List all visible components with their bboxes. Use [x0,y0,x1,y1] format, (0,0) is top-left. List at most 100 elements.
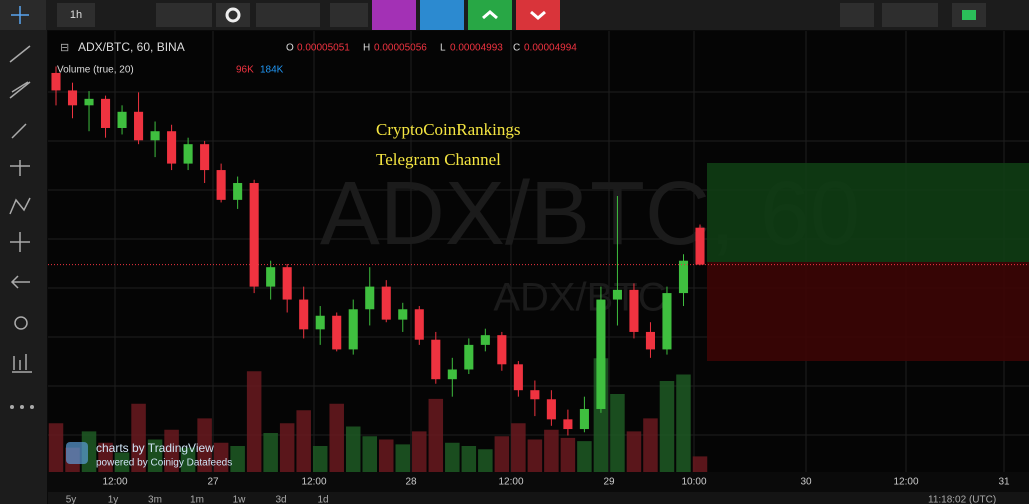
candles [48,66,1029,436]
volume-bar [544,429,559,472]
range-button[interactable]: 1y [108,495,119,504]
candle-body [645,331,656,350]
candle-body [513,364,523,391]
symbol[interactable]: ADX/BTC, 60, BINA [78,40,185,54]
sell-button[interactable] [516,0,560,30]
top-toolbar [0,0,1029,30]
volume-bar [626,431,642,472]
candle-body [117,111,127,128]
range-button[interactable]: 1m [190,495,204,504]
volume-bar [180,447,196,472]
more-dots[interactable] [10,405,34,409]
range-button[interactable]: 1w [233,495,247,504]
buy-button[interactable] [468,0,512,30]
volume-bar [511,423,526,472]
chart-style-button[interactable] [156,3,212,27]
settings-icon [225,7,241,23]
interval: 1h [70,9,82,21]
volume-bar [114,452,130,472]
ohlc-label: H [363,43,370,54]
fullscreen-button[interactable] [840,3,874,27]
volume-bar [131,403,146,472]
candle-body [249,183,259,287]
candle-body [497,335,507,365]
volume-bar [527,439,543,472]
candle-body [596,299,606,409]
volume-bar [395,444,411,472]
collapse[interactable]: ⊟ [60,42,69,54]
candle-body [480,335,490,345]
candle-body [414,309,424,340]
x-tick-label: 30 [800,477,812,488]
volume-bar [676,374,691,472]
range-button[interactable]: 1d [317,495,328,504]
candle-body [612,289,622,300]
crosshair-icon [11,6,29,24]
range-button[interactable]: 5y [66,495,77,504]
long-position-target[interactable] [707,163,1029,262]
cube-button[interactable] [372,0,416,30]
ohlc-label: C [513,43,520,54]
settings-button[interactable] [216,3,250,27]
volume-value: 96K [236,65,254,76]
candle-body [678,260,689,294]
drawing-tools[interactable] [9,45,32,373]
ohlc-value: 0.00005056 [374,43,427,54]
volume-bar [659,381,675,472]
interval-button[interactable] [57,3,95,27]
candle-body [431,339,441,380]
candle-body [398,309,408,320]
volume-bar [164,429,179,472]
watermark-sub: ADX/BTC [493,276,666,320]
volume-bar [296,410,311,472]
camera-icon [962,10,976,20]
x-tick-label: 27 [207,477,219,488]
x-tick-label: 31 [998,477,1010,488]
candle-body [134,111,144,141]
candle-body [332,315,342,350]
candle-body [200,144,210,171]
candle-body [662,293,672,350]
candle-body [315,315,325,330]
branding[interactable]: charts by TradingView [96,441,214,455]
x-tick-label: 12:00 [498,477,523,488]
x-tick-label: 12:00 [893,477,918,488]
range-button[interactable]: 3d [275,495,286,504]
indicators-button[interactable] [256,3,320,27]
volume-bar [412,431,427,472]
volume-bar [312,446,328,472]
candle-body [299,299,309,330]
volume-bar [560,437,576,472]
long-position-stop[interactable] [707,262,1029,361]
undo-redo-button[interactable] [882,3,938,27]
candle-body [381,286,391,320]
volume-bar [643,418,658,472]
volume-bar [329,403,344,472]
candle-body [530,390,540,400]
x-tick-label: 28 [405,477,417,488]
branding-sub: powered by Coinigy Datafeeds [96,458,232,469]
candle-body [629,289,639,332]
candle-body [348,309,358,350]
x-tick-label: 29 [603,477,615,488]
candle-body [100,98,111,128]
range-buttons: 5y 1y 3m 1m 1w 3d 1d [66,495,329,504]
x-tick-label: 10:00 [681,477,706,488]
volume-pane [48,358,708,472]
candle-body [233,183,243,200]
candle-body [695,227,705,265]
announce-button[interactable] [420,0,464,30]
annotation: Telegram Channel [376,150,501,169]
ohlc-value: 0.00005051 [297,43,350,54]
volume-bar [461,446,477,472]
compare-button[interactable] [330,3,368,27]
down-icon [530,10,546,20]
candle-body [563,419,573,430]
range-button[interactable]: 3m [148,495,162,504]
candle-body [167,131,177,164]
volume-bar [48,423,64,472]
volume-bar [577,441,592,472]
volume-bar [692,456,708,472]
volume-bar [230,446,245,472]
